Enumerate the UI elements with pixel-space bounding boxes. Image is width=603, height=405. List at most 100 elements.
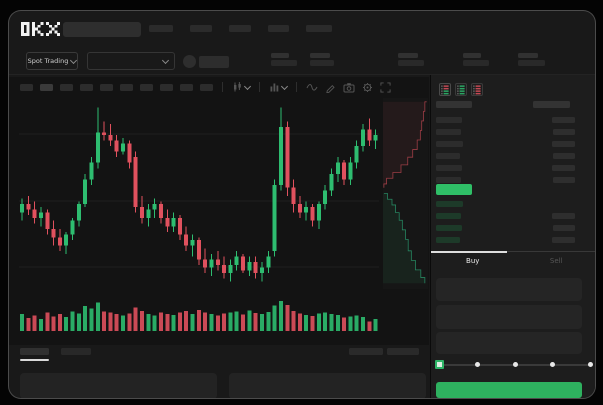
bid-amount-placeholder bbox=[553, 225, 575, 231]
toolbar-divider bbox=[259, 82, 260, 92]
tab-buy[interactable]: Buy bbox=[466, 257, 480, 265]
timeframe-button-placeholder[interactable] bbox=[40, 83, 53, 91]
ask-amount-placeholder bbox=[552, 141, 575, 147]
bottom-tab-active-placeholder[interactable] bbox=[20, 348, 49, 355]
nav-item-placeholder[interactable] bbox=[229, 25, 251, 32]
depth-chart[interactable] bbox=[383, 98, 428, 289]
ask-price-placeholder bbox=[436, 117, 462, 123]
slider-stop-75[interactable] bbox=[550, 362, 556, 367]
order-book-price-header-placeholder bbox=[436, 101, 472, 108]
nav-item-placeholder[interactable] bbox=[306, 25, 332, 32]
pencil-icon bbox=[326, 84, 335, 93]
timeframe-button-placeholder[interactable] bbox=[60, 83, 73, 91]
timeframe-button-placeholder[interactable] bbox=[160, 83, 173, 91]
bid-price-placeholder bbox=[436, 237, 460, 243]
pair-name-placeholder bbox=[199, 56, 229, 68]
gear-icon bbox=[363, 82, 372, 92]
ticker-stat-placeholder bbox=[463, 53, 489, 66]
stat-value-placeholder bbox=[310, 60, 334, 66]
line-tool-icon bbox=[306, 84, 318, 91]
bid-row[interactable] bbox=[436, 198, 575, 210]
search-input[interactable] bbox=[63, 22, 141, 37]
ask-row[interactable] bbox=[436, 138, 575, 150]
chevron-down-icon bbox=[243, 82, 252, 90]
bottom-tab-active-indicator bbox=[20, 359, 49, 361]
bid-price-placeholder bbox=[436, 225, 462, 231]
trade-tabs: Buy Sell bbox=[431, 251, 595, 269]
orders-panel-placeholder bbox=[20, 373, 217, 398]
market-type-dropdown[interactable]: Spot Trading bbox=[26, 52, 78, 70]
ticker-stat-placeholder bbox=[271, 53, 297, 66]
fullscreen-button[interactable] bbox=[380, 81, 391, 93]
ask-row[interactable] bbox=[436, 150, 575, 162]
timeframe-button-placeholder[interactable] bbox=[180, 83, 193, 91]
timeframe-button-placeholder[interactable] bbox=[20, 83, 33, 91]
coin-icon bbox=[183, 55, 196, 68]
slider-stop-50[interactable] bbox=[512, 362, 518, 367]
line-tool-button[interactable] bbox=[306, 82, 318, 92]
bid-row[interactable] bbox=[436, 222, 575, 234]
orders-panel-placeholder bbox=[229, 373, 426, 398]
ask-price-placeholder bbox=[436, 141, 463, 147]
stat-label-placeholder bbox=[518, 53, 538, 58]
fullscreen-icon bbox=[380, 81, 391, 93]
header-divider bbox=[9, 74, 595, 75]
price-field[interactable] bbox=[436, 278, 582, 301]
buy-button[interactable] bbox=[436, 382, 582, 398]
nav-item-placeholder[interactable] bbox=[149, 25, 173, 32]
bid-amount-placeholder bbox=[552, 213, 575, 219]
bid-price-placeholder bbox=[436, 213, 461, 219]
chart-zone bbox=[9, 77, 429, 345]
timeframe-buttons bbox=[20, 83, 213, 91]
bid-row[interactable] bbox=[436, 234, 575, 246]
bottom-right-placeholder[interactable] bbox=[349, 348, 383, 355]
nav-item-placeholder[interactable] bbox=[268, 25, 289, 32]
ask-amount-placeholder bbox=[552, 165, 575, 171]
settings-button[interactable] bbox=[362, 82, 373, 93]
toolbar-divider bbox=[296, 82, 297, 92]
candle-type-button[interactable] bbox=[232, 82, 252, 92]
ob-view-combined-icon[interactable] bbox=[439, 81, 451, 100]
stat-label-placeholder bbox=[463, 53, 481, 58]
order-book-amount-header-placeholder bbox=[533, 101, 570, 108]
bid-row[interactable] bbox=[436, 210, 575, 222]
tab-sell[interactable]: Sell bbox=[549, 257, 563, 265]
slider-stop-25[interactable] bbox=[474, 362, 480, 367]
stat-label-placeholder bbox=[271, 53, 289, 58]
amount-field[interactable] bbox=[436, 305, 582, 329]
toolbar-divider bbox=[222, 82, 223, 92]
ask-row[interactable] bbox=[436, 174, 575, 186]
timeframe-button-placeholder[interactable] bbox=[200, 83, 213, 91]
draw-button[interactable] bbox=[325, 82, 336, 93]
camera-icon bbox=[343, 82, 355, 92]
stat-value-placeholder bbox=[271, 60, 297, 66]
okx-logo bbox=[21, 22, 60, 36]
ask-row[interactable] bbox=[436, 114, 575, 126]
nav-item-placeholder[interactable] bbox=[190, 25, 212, 32]
timeframe-button-placeholder[interactable] bbox=[100, 83, 113, 91]
candlestick-chart[interactable] bbox=[19, 96, 379, 293]
ob-view-asks-icon[interactable] bbox=[471, 81, 483, 100]
ask-amount-placeholder bbox=[552, 117, 575, 123]
bids-list bbox=[436, 198, 575, 246]
total-field[interactable] bbox=[436, 332, 582, 354]
last-price-highlight[interactable] bbox=[436, 184, 472, 195]
percent-slider-handle[interactable] bbox=[435, 360, 444, 369]
ob-view-bids-icon[interactable] bbox=[455, 81, 467, 100]
timeframe-button-placeholder[interactable] bbox=[140, 83, 153, 91]
pair-dropdown[interactable] bbox=[87, 52, 175, 70]
bottom-right-placeholder[interactable] bbox=[387, 348, 419, 355]
ask-row[interactable] bbox=[436, 162, 575, 174]
screenshot-button[interactable] bbox=[343, 82, 355, 93]
timeframe-button-placeholder[interactable] bbox=[120, 83, 133, 91]
ticker-stat-placeholder bbox=[310, 53, 334, 66]
slider-stop-100[interactable] bbox=[588, 362, 593, 367]
active-tab-indicator bbox=[431, 251, 507, 253]
bottom-tab-placeholder[interactable] bbox=[61, 348, 91, 355]
ask-row[interactable] bbox=[436, 126, 575, 138]
indicators-button[interactable] bbox=[269, 82, 289, 92]
timeframe-button-placeholder[interactable] bbox=[80, 83, 93, 91]
ticker-stat-placeholder bbox=[518, 53, 545, 66]
stat-value-placeholder bbox=[518, 60, 545, 66]
volume-chart[interactable] bbox=[19, 297, 379, 335]
